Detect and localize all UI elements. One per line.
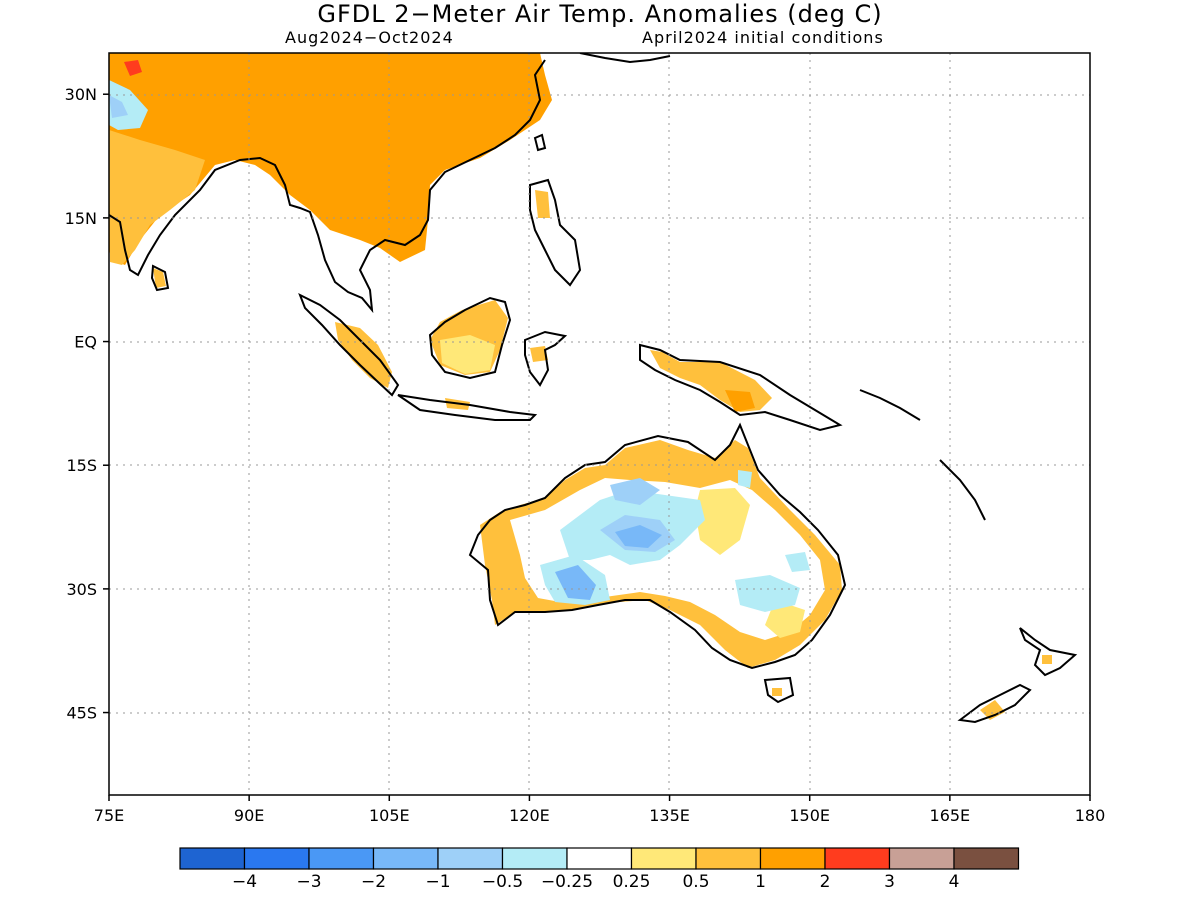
- lat-tick-label: EQ: [74, 333, 97, 352]
- colorbar-label: −0.25: [541, 872, 593, 892]
- new-guinea-anomaly: [650, 350, 772, 412]
- plot-frame: [108, 52, 1091, 796]
- lat-tick-label: 15N: [65, 209, 97, 228]
- sulawesi-coast: [524, 330, 568, 387]
- himalaya-hot-spot: [124, 60, 142, 76]
- colorbar-label: −0.5: [482, 872, 523, 892]
- colorbar-swatch: [759, 847, 826, 870]
- colorbar-label: 3: [884, 872, 895, 892]
- new-zealand-north-anomaly: [1042, 655, 1052, 664]
- philippines-anomaly: [535, 190, 550, 218]
- colorbar-swatch: [566, 847, 633, 870]
- sulawesi-anomaly: [530, 346, 548, 362]
- colorbar-swatch: [437, 847, 504, 870]
- india-anomaly: [109, 130, 205, 265]
- colorbar-swatch: [308, 847, 375, 870]
- colorbar-swatch: [824, 847, 891, 870]
- colorbar-label: −4: [232, 872, 257, 892]
- new-guinea-strong: [725, 390, 755, 412]
- colorbar-swatch: [179, 847, 246, 870]
- lat-tick-label: 30N: [65, 85, 97, 104]
- tasmania-anomaly: [772, 688, 782, 696]
- colorbar-label: −2: [361, 872, 386, 892]
- sumatra-anomaly: [335, 322, 392, 388]
- borneo-coast: [428, 296, 512, 380]
- colorbar-label: 0.5: [682, 872, 709, 892]
- new-zealand-south-coast: [957, 683, 1032, 724]
- new-zealand-anomaly: [980, 700, 1005, 720]
- colorbar-label: 2: [820, 872, 831, 892]
- lon-tick-label: 105E: [369, 806, 410, 825]
- lon-tick-label: 165E: [930, 806, 971, 825]
- australia-cool-east: [735, 575, 800, 612]
- lon-tick-label: 180: [1075, 806, 1106, 825]
- australia-cool-deep: [615, 525, 662, 548]
- tasmania-coast: [763, 676, 795, 704]
- australia-cool-north: [610, 478, 660, 505]
- colorbar: −4 −3 −2 −1 −0.5 −0.25 0.25 0.5 1 2 3 4: [179, 847, 1020, 892]
- asia-warm-anomaly: [109, 53, 552, 265]
- australia-cool-sw-core: [555, 565, 596, 600]
- colorbar-swatch: [695, 847, 762, 870]
- colorbar-label: 4: [949, 872, 960, 892]
- taiwan-coast: [533, 133, 547, 152]
- new-zealand-north-coast: [1019, 627, 1078, 677]
- anomaly-fields: [109, 53, 1052, 720]
- colorbar-swatch: [501, 847, 568, 870]
- asia-coastline: [109, 59, 546, 314]
- lat-tick-label: 45S: [66, 704, 97, 723]
- java-coast: [397, 394, 538, 421]
- pakistan-cool-core: [109, 95, 128, 118]
- lon-tick-label: 90E: [234, 806, 264, 825]
- new-guinea-coast: [639, 343, 843, 432]
- australia-coast: [468, 422, 847, 670]
- sri-lanka-coast: [150, 264, 170, 292]
- australia-cool-nw: [738, 470, 752, 488]
- lon-tick-label: 135E: [649, 806, 690, 825]
- japan-coast: [579, 53, 671, 64]
- lon-tick-label: 150E: [789, 806, 830, 825]
- lon-tick-label: 75E: [94, 806, 124, 825]
- australia-cool-ne: [785, 552, 810, 572]
- philippines-coast: [529, 178, 582, 287]
- colorbar-swatch: [953, 847, 1020, 870]
- lon-tick-label: 120E: [509, 806, 550, 825]
- australia-light-anomaly: [695, 488, 750, 555]
- colorbar-swatch: [372, 847, 439, 870]
- lat-tick-label: 15S: [66, 456, 97, 475]
- lat-tick-label: 30S: [66, 580, 97, 599]
- colorbar-label: 0.25: [613, 872, 651, 892]
- forecast-period: Aug2024−Oct2024: [285, 28, 454, 47]
- pakistan-cool-patch: [109, 80, 148, 130]
- initial-conditions: April2024 initial conditions: [642, 28, 884, 47]
- colorbar-label: −1: [425, 872, 450, 892]
- map-title: GFDL 2−Meter Air Temp. Anomalies (deg C): [317, 0, 883, 28]
- colorbar-swatch: [630, 847, 697, 870]
- colorbar-swatch: [243, 847, 310, 870]
- vanuatu-fiji-coast: [939, 459, 986, 521]
- solomon-islands-coast: [859, 389, 921, 421]
- coastlines: [109, 53, 1078, 724]
- gridlines: [109, 53, 1090, 795]
- sumatra-coast: [298, 292, 400, 397]
- borneo-light-anomaly: [440, 335, 495, 374]
- colorbar-label: 1: [755, 872, 766, 892]
- colorbar-swatch: [888, 847, 955, 870]
- sri-lanka-anomaly: [153, 268, 166, 288]
- colorbar-label: −3: [296, 872, 321, 892]
